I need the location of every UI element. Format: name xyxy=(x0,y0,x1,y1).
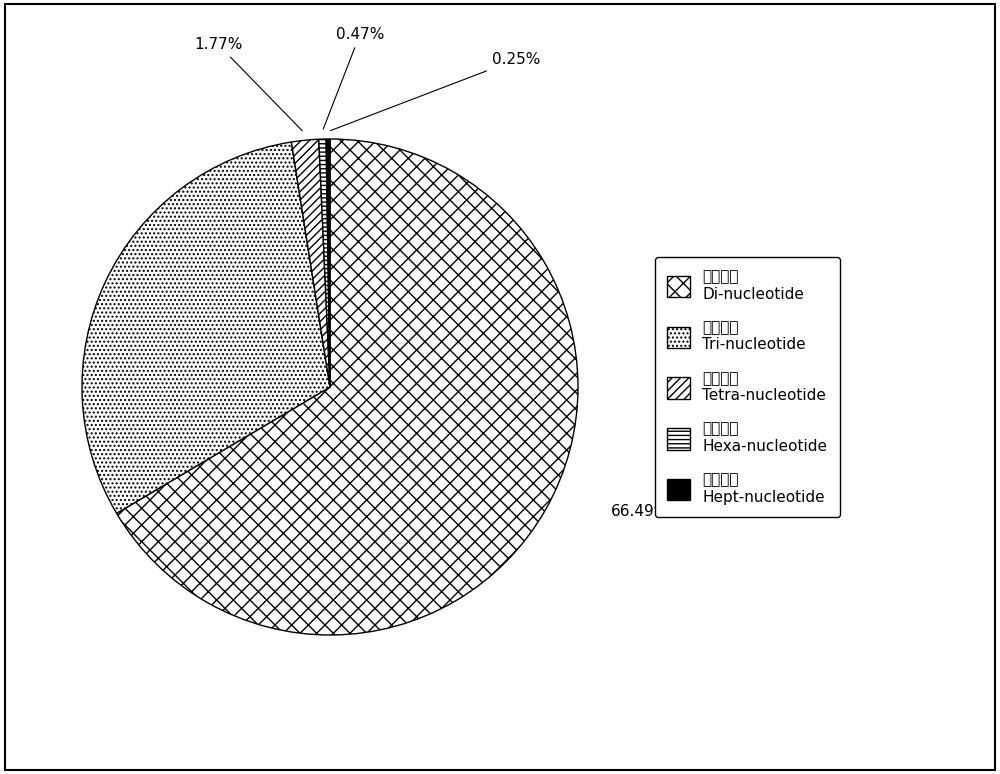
Wedge shape xyxy=(319,139,330,387)
Text: 0.47%: 0.47% xyxy=(323,27,384,129)
Wedge shape xyxy=(326,139,330,387)
Wedge shape xyxy=(82,142,330,513)
Text: 0.25%: 0.25% xyxy=(331,52,540,131)
Text: 1.77%: 1.77% xyxy=(194,37,302,131)
Text: 66.49%: 66.49% xyxy=(611,504,669,519)
Legend: 二核苷酸
Di-nucleotide, 三核苷酸
Tri-nucleotide, 四核苷酸
Tetra-nucleotide, 五核苷酸
Hexa-nucleo: 二核苷酸 Di-nucleotide, 三核苷酸 Tri-nucleotide,… xyxy=(655,257,840,517)
Wedge shape xyxy=(117,139,578,635)
Wedge shape xyxy=(291,139,330,387)
